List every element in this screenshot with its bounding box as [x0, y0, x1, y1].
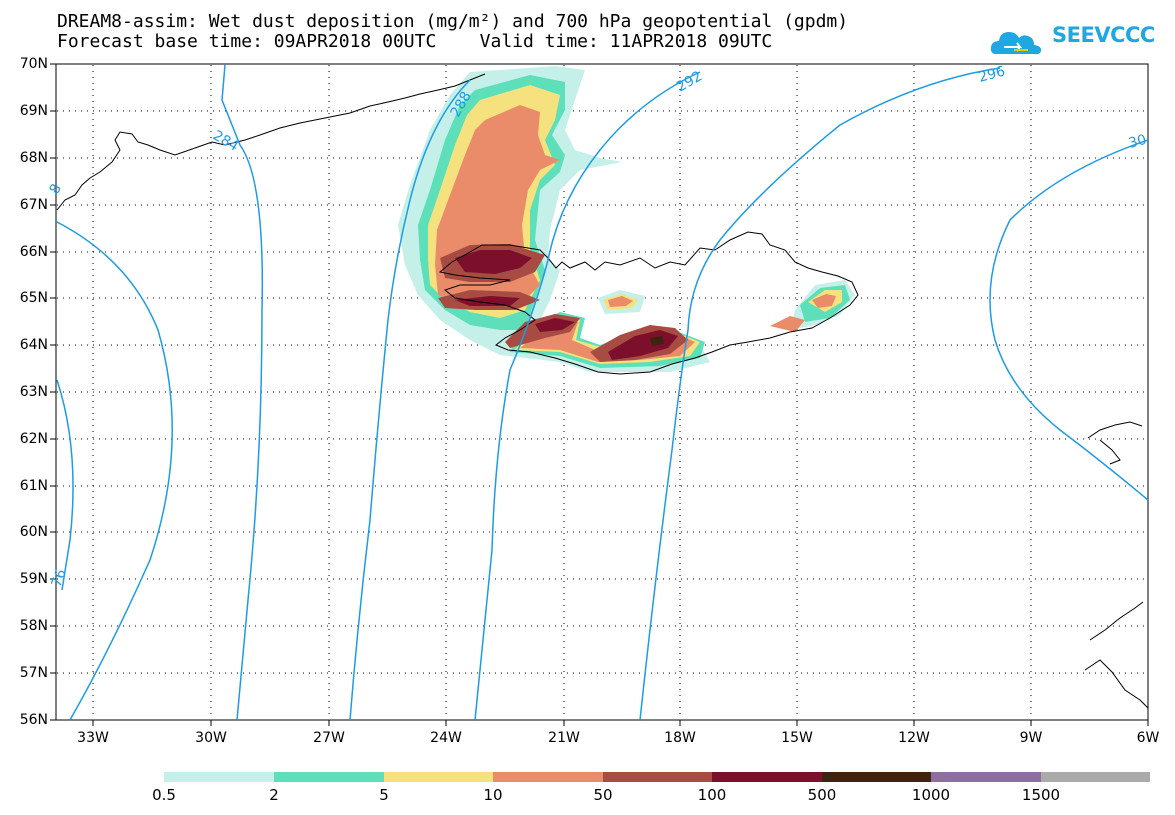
dust-level-100-b: [455, 296, 520, 306]
dust-level-10-east: [812, 294, 836, 308]
dust-level-100-c: [535, 318, 575, 332]
axis-ticks: [50, 63, 1149, 726]
lon-label: 21W: [548, 730, 580, 746]
dust-deposition-shading: [398, 66, 855, 372]
lat-label: 66N: [19, 244, 48, 260]
lon-label: 30W: [195, 730, 227, 746]
lon-label: 12W: [898, 730, 930, 746]
colorbar-swatch: [712, 772, 822, 782]
lon-label: 6W: [1136, 730, 1160, 746]
dust-level-10-mid: [608, 296, 633, 307]
geopotential-contours: [56, 64, 1149, 721]
logo-text: SEEVCCC: [1052, 23, 1155, 47]
colorbar-label: 2: [269, 786, 279, 804]
iceland-coast: [438, 231, 859, 375]
lat-label: 69N: [19, 103, 48, 119]
colorbar-swatch: [603, 772, 712, 782]
lat-label: 64N: [19, 337, 48, 353]
colorbar-swatch: [493, 772, 603, 782]
lon-label: 24W: [430, 730, 462, 746]
lat-label: 70N: [19, 56, 48, 72]
lon-label: 9W: [1019, 730, 1043, 746]
colorbar-label: 100: [697, 786, 727, 804]
lon-label: 18W: [664, 730, 696, 746]
colorbar-label: 1500: [1021, 786, 1061, 804]
lat-label: 58N: [19, 618, 48, 634]
cloud-arrow-icon: [990, 32, 1042, 55]
lat-label: 67N: [19, 197, 48, 213]
lon-label: 15W: [781, 730, 813, 746]
colorbar-swatch: [822, 772, 931, 782]
colorbar-label: 500: [807, 786, 837, 804]
greenland-coast: [56, 73, 486, 211]
lat-label: 59N: [19, 571, 48, 587]
lat-label: 56N: [19, 712, 48, 728]
dust-level-100: [455, 250, 532, 274]
contour-line: [349, 79, 471, 721]
lat-label: 61N: [19, 478, 48, 494]
contour-line: [474, 71, 701, 721]
contour-line: [56, 379, 74, 591]
forecast-times: Forecast base time: 09APR2018 00UTC Vali…: [57, 31, 773, 52]
lon-label: 27W: [313, 730, 345, 746]
colorbar-label: 1000: [911, 786, 951, 804]
colorbar-swatch: [164, 772, 274, 782]
colorbar-swatch: [1041, 772, 1150, 782]
colorbar-label: 50: [593, 786, 613, 804]
dust-level-500: [650, 336, 664, 346]
contour-line: [639, 67, 1001, 721]
contour-label: 76: [49, 567, 70, 589]
coastlines: [56, 73, 1149, 709]
lat-label: 62N: [19, 431, 48, 447]
lon-label: 33W: [77, 730, 109, 746]
colorbar-swatch: [274, 772, 384, 782]
colorbar-swatch: [931, 772, 1041, 782]
colorbar-label: 10: [483, 786, 503, 804]
faroe-scotland-coast: [1084, 421, 1149, 709]
colorbar-label: 5: [379, 786, 389, 804]
lat-label: 57N: [19, 665, 48, 681]
contour-line: [221, 64, 264, 721]
lat-label: 65N: [19, 290, 48, 306]
contour-line: [989, 139, 1149, 501]
dust-level-10-east2: [770, 316, 805, 332]
lat-label: 63N: [19, 384, 48, 400]
lat-label: 60N: [19, 524, 48, 540]
contour-label: 296: [977, 63, 1007, 85]
contour-line: [56, 221, 173, 721]
contour-label: 30: [1127, 132, 1148, 152]
colorbar-label: 0.5: [152, 786, 176, 804]
colorbar-swatch: [384, 772, 493, 782]
lat-label: 68N: [19, 150, 48, 166]
map-title: DREAM8-assim: Wet dust deposition (mg/m²…: [57, 11, 849, 32]
